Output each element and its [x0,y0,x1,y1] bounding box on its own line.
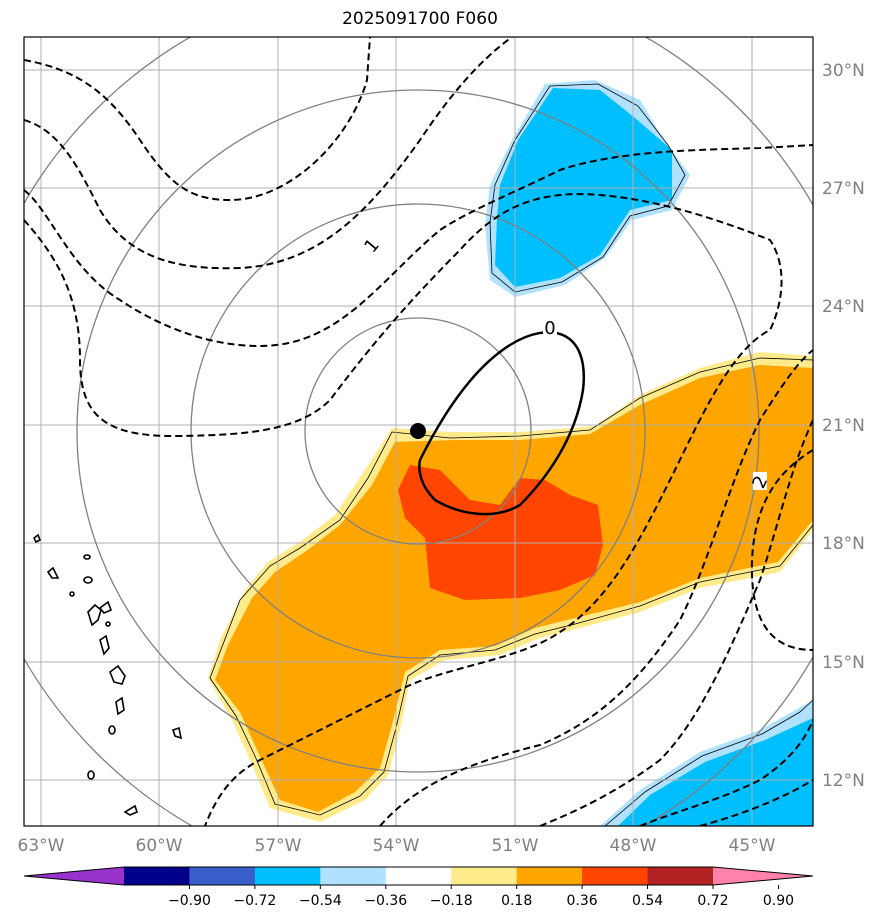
colorbar-extension-low [24,867,124,885]
anomaly-outline-south [604,699,813,826]
lon-label: 54°W [373,836,420,856]
colorbar-tick-label: 0.36 [567,893,598,909]
longitude-labels: 63°W 60°W 57°W 54°W 51°W 48°W 45°W [18,836,776,856]
lat-label: 15°N [822,653,865,673]
colorbar-segment [320,867,387,885]
colorbar-tick-label: 0.90 [763,893,794,909]
lon-label: 60°W [136,836,183,856]
lat-label: 12°N [822,771,865,791]
colorbar-segment [254,867,321,885]
storm-center-marker [410,423,426,439]
lat-label: 18°N [822,534,865,554]
latitude-labels: 30°N 27°N 24°N 21°N 18°N 15°N 12°N [822,61,865,791]
range-rings [24,37,813,826]
colorbar-segment [385,867,452,885]
zero-contour [418,331,586,516]
colorbar-tick-label: −0.54 [299,893,342,909]
colorbar-tick-label: −0.18 [430,893,473,909]
map-frame [23,36,814,827]
colorbar-tick-label: −0.36 [364,893,407,909]
lon-label: 63°W [18,836,65,856]
colorbar-segment [124,867,190,885]
anomaly-outline-north [489,83,686,293]
colorbar-segment [582,867,649,885]
colorbar-tick-label: 0.54 [632,893,663,909]
colorbar-tick-label: 0.18 [501,893,532,909]
colorbar-tick-label: −0.72 [233,893,276,909]
colorbar-tick-label: 0.72 [697,893,728,909]
island-coastlines [32,533,183,816]
colorbar-outline [23,866,814,886]
map-title: 2025091700 F060 [342,9,498,29]
colorbar-segment [189,867,256,885]
lon-label: 57°W [255,836,302,856]
positive-anomaly-red [398,465,603,600]
colorbar-segment [516,867,583,885]
lat-label: 21°N [822,416,865,436]
map-area: 0 1 2 [24,37,813,826]
colorbar-extension-high [713,867,813,885]
colorbar-segment [647,867,714,885]
negative-anomaly-blue-south [618,718,813,826]
lon-label: 51°W [492,836,539,856]
lat-label: 30°N [822,61,865,81]
colorbar-segment [451,867,518,885]
colorbar: −0.90 −0.72 −0.54 −0.36 −0.18 0.18 0.36 0.54 0.7… [23,866,814,909]
lat-lon-grid [24,37,813,826]
lat-label: 27°N [822,179,865,199]
lon-label: 45°W [729,836,776,856]
dashed-contours [24,37,813,826]
lon-label: 48°W [610,836,657,856]
colorbar-tick-label: −0.90 [168,893,211,909]
lat-label: 24°N [822,297,865,317]
contour-label-zero: 0 [544,318,555,339]
